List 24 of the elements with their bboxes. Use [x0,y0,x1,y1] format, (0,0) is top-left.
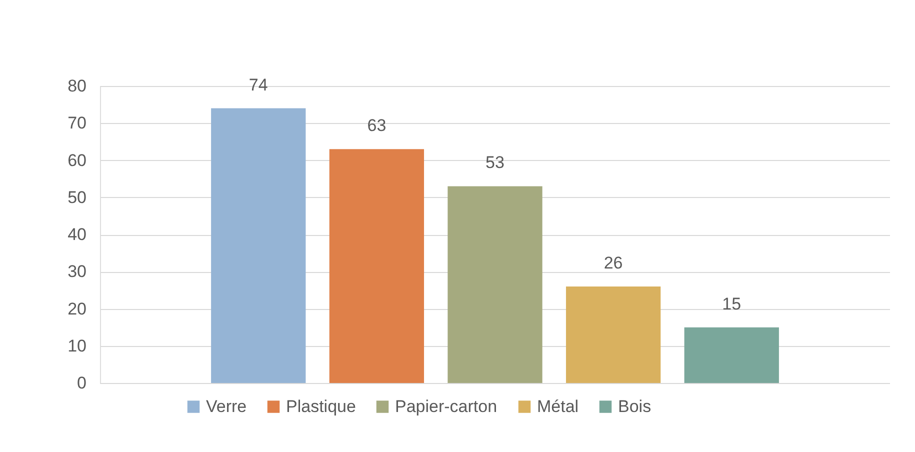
y-tick-label: 80 [68,76,86,96]
bar [566,286,661,383]
legend-label: Métal [537,396,579,416]
legend-label: Verre [206,396,247,416]
y-tick-label: 30 [68,262,86,282]
y-tick-label: 10 [68,336,86,356]
y-tick-label: 70 [68,114,86,133]
data-label: 74 [248,75,268,94]
bar [329,149,424,383]
bar [211,108,306,383]
y-tick-label: 20 [68,299,86,318]
y-tick-label: 60 [68,150,86,170]
legend-label: Plastique [286,396,356,416]
y-tick-label: 40 [68,225,86,244]
data-label: 53 [486,153,504,172]
data-label: 15 [722,294,742,314]
data-label: 26 [604,253,623,272]
legend-label: Papier-carton [395,396,498,416]
legend-label: Bois [618,396,652,416]
y-tick-label: 0 [77,374,86,392]
data-label: 63 [367,116,386,136]
bar [448,186,542,383]
bar [684,327,779,383]
y-tick-label: 50 [68,188,86,207]
